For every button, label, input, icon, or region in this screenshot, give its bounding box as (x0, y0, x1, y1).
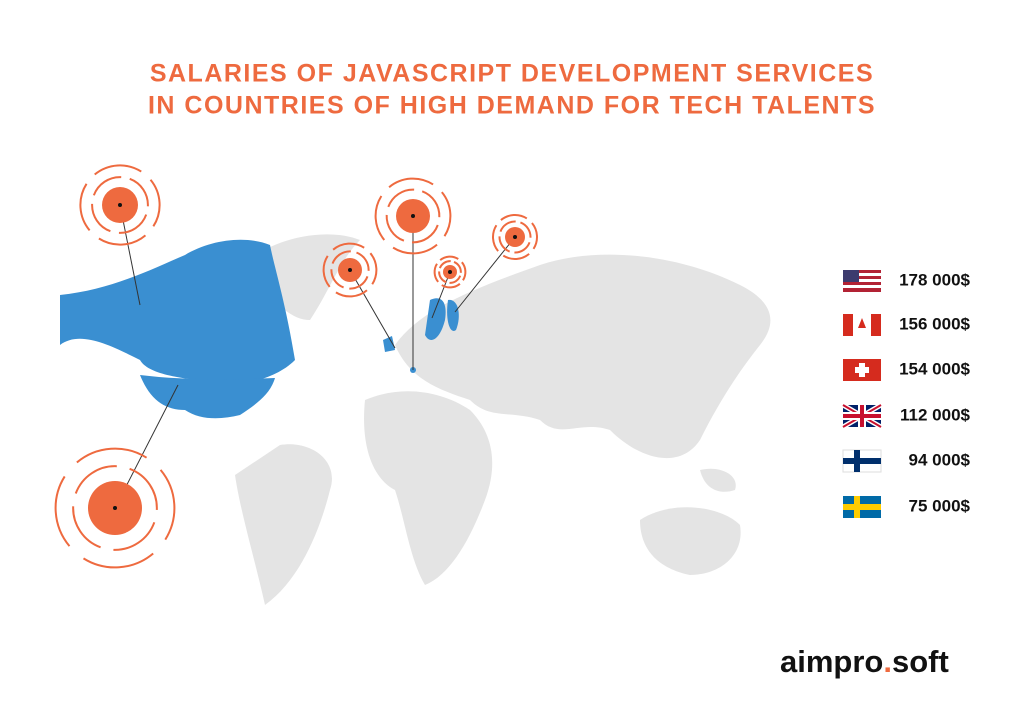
salary: 75 000$ (909, 496, 971, 515)
title-line: SALARIES OF JAVASCRIPT DEVELOPMENT SERVI… (150, 60, 874, 88)
pin-center (448, 270, 452, 274)
flag-switzerland (843, 359, 881, 381)
flag-uk (841, 402, 883, 430)
pin-ring (433, 255, 467, 289)
pins (54, 164, 538, 569)
pin-line (431, 271, 451, 319)
pin-ring (79, 164, 161, 246)
flag-canada (843, 314, 881, 336)
pin-ring (91, 176, 149, 234)
highlighted-countries (60, 239, 459, 419)
pin-ring (438, 260, 462, 284)
pin-ring (54, 447, 176, 569)
flag-sweden (843, 496, 881, 518)
logo: aimpro.soft (780, 644, 949, 679)
salary: 94 000$ (909, 450, 971, 469)
salary: 112 000$ (900, 405, 971, 424)
pin-ring (498, 220, 532, 254)
flag-finland (842, 449, 882, 473)
pin-center (513, 235, 517, 239)
salary: 178 000$ (899, 270, 970, 289)
salary: 154 000$ (899, 359, 970, 378)
pin-center (118, 203, 122, 207)
logo-part: soft (892, 644, 949, 679)
logo-dot: . (883, 644, 892, 679)
pin-ring (385, 188, 441, 244)
flag-us (843, 270, 881, 292)
pin-center (348, 268, 352, 272)
logo-part: aimpro (780, 644, 883, 679)
pin-center (113, 506, 117, 510)
pin-ring (330, 250, 370, 290)
flags (841, 270, 883, 518)
pin-ring (374, 177, 452, 255)
salary: 156 000$ (899, 314, 970, 333)
pin-ring (72, 465, 158, 551)
title-line: IN COUNTRIES OF HIGH DEMAND FOR TECH TAL… (148, 92, 876, 120)
pin-ring (322, 242, 378, 298)
pin-center (411, 214, 415, 218)
world-map (235, 234, 771, 605)
pin-line (349, 269, 396, 349)
